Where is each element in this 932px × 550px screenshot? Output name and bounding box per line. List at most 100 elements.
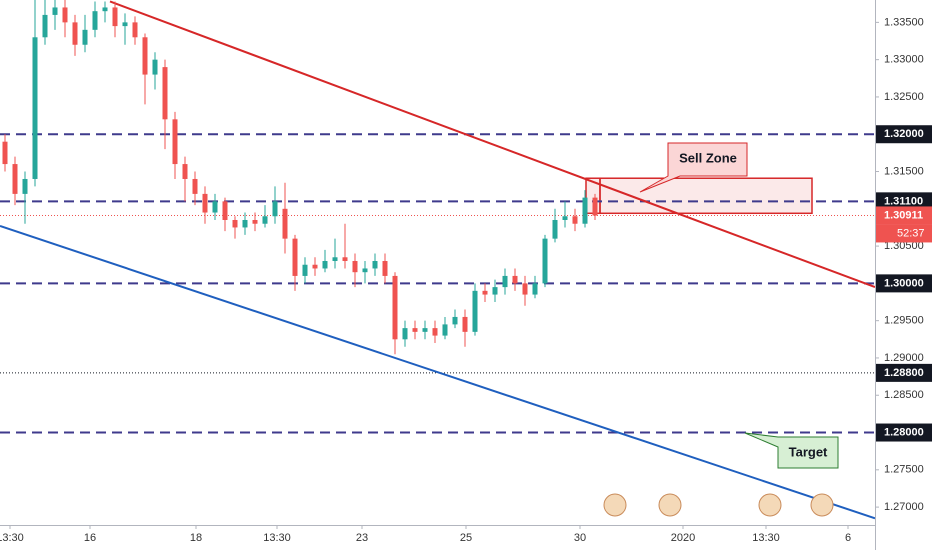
- candle-body: [142, 37, 148, 75]
- price-tag-label: 1.31100: [884, 195, 923, 207]
- y-tick-label: 1.31500: [884, 165, 924, 177]
- x-tick-label: 6: [845, 532, 851, 544]
- candle-body: [52, 7, 58, 15]
- event-icon: [658, 493, 682, 517]
- candle-body: [272, 201, 278, 217]
- annotation: Sell Zone: [679, 150, 737, 165]
- price-tag: [876, 274, 932, 293]
- candle-body: [22, 178, 28, 194]
- candle-body: [502, 275, 508, 288]
- candle-body: [472, 290, 478, 332]
- y-tick-label: 1.33500: [884, 16, 924, 28]
- candle-body: [292, 238, 298, 276]
- candle-body: [512, 275, 518, 284]
- candle-body: [82, 29, 88, 45]
- candle-body: [532, 283, 538, 295]
- candle-body: [492, 287, 498, 295]
- price-tag-label: 1.30000: [884, 277, 924, 289]
- price-tag: [876, 192, 932, 211]
- candle-body: [522, 283, 528, 295]
- candle-body: [442, 324, 448, 336]
- callout-box: [639, 142, 748, 193]
- candle-body: [332, 257, 338, 262]
- trend-line: [0, 225, 876, 520]
- event-icon: [810, 493, 834, 517]
- x-tick-label: 2020: [671, 532, 695, 544]
- candle-body: [232, 219, 238, 228]
- candle-body: [252, 219, 258, 224]
- candle-body: [552, 219, 558, 239]
- candle-body: [102, 7, 108, 12]
- candle-body: [422, 328, 428, 332]
- x-tick-label: 13:30: [0, 532, 24, 544]
- candle-body: [402, 328, 408, 340]
- price-tag-label: 1.28800: [884, 367, 924, 379]
- price-tag: [876, 125, 932, 144]
- y-tick-label: 1.27500: [884, 464, 924, 476]
- x-tick-label: 13:30: [752, 532, 780, 544]
- event-icon: [603, 493, 627, 517]
- candle-body: [462, 316, 468, 332]
- y-tick-label: 1.30500: [884, 240, 924, 252]
- countdown-tag: [876, 224, 932, 243]
- price-tag: [876, 423, 932, 442]
- x-tick-label: 25: [460, 532, 472, 544]
- x-tick-label: 30: [574, 532, 586, 544]
- plot-area: [0, 0, 876, 520]
- annotation: Target: [789, 444, 828, 459]
- candle-body: [222, 201, 228, 220]
- y-tick-label: 1.32500: [884, 91, 924, 103]
- price-tag: [876, 206, 932, 225]
- price-tag-label: 1.28000: [884, 426, 924, 438]
- candle-body: [162, 67, 168, 120]
- candle-body: [392, 275, 398, 340]
- candle-body: [582, 197, 588, 224]
- candle-body: [482, 290, 488, 295]
- candle-body: [342, 257, 348, 262]
- x-tick-label: 23: [356, 532, 368, 544]
- x-tick-label: 18: [190, 532, 202, 544]
- y-tick-label: 1.33000: [884, 54, 924, 66]
- candle-body: [352, 261, 358, 273]
- price-tag-label: 1.30911: [884, 209, 923, 221]
- candle-body: [542, 238, 548, 284]
- price-tag-label: 1.32000: [884, 128, 924, 140]
- price-tag: [876, 363, 932, 382]
- candle-body: [152, 59, 158, 75]
- candle-body: [122, 22, 128, 27]
- candle-body: [12, 164, 18, 194]
- y-tick-label: 1.27000: [884, 501, 924, 513]
- candle-body: [322, 261, 328, 269]
- event-icons: [603, 493, 834, 517]
- candle-body: [42, 14, 48, 38]
- candle-body: [382, 261, 388, 276]
- candle-body: [182, 164, 188, 179]
- candle-body: [452, 316, 458, 325]
- candle-body: [242, 219, 248, 228]
- candle-body: [592, 197, 598, 216]
- candle-body: [412, 328, 418, 332]
- candle-body: [362, 268, 368, 273]
- candle-body: [202, 193, 208, 213]
- zone: [599, 177, 813, 215]
- candle-body: [372, 261, 378, 269]
- trend-line: [109, 0, 876, 289]
- countdown: 52:37: [897, 227, 925, 239]
- sell-zone-callout: Sell Zone: [639, 142, 748, 193]
- candle-body: [212, 201, 218, 213]
- callout-box: [744, 432, 839, 469]
- candle-body: [112, 7, 118, 27]
- x-tick-label: 16: [84, 532, 96, 544]
- candle-body: [132, 22, 138, 38]
- candle-body: [2, 141, 8, 165]
- candle-body: [32, 37, 38, 179]
- candle-body: [262, 216, 268, 224]
- candle-body: [192, 178, 198, 194]
- candle-body: [302, 264, 308, 276]
- y-tick-label: 1.29000: [884, 352, 924, 364]
- candle-body: [92, 11, 98, 30]
- candle-body: [282, 208, 288, 239]
- target-callout: Target: [744, 432, 839, 469]
- candle-body: [572, 216, 578, 224]
